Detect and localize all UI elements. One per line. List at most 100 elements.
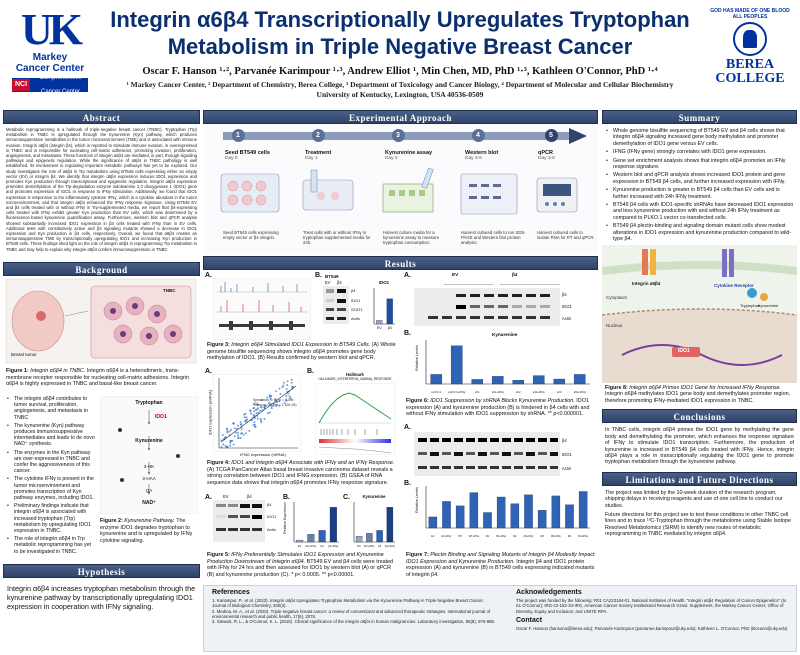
scatter-point: [290, 378, 293, 381]
chart-bar: [565, 504, 574, 529]
nci-badge: NCI Comprehensive Cancer Center: [12, 75, 88, 95]
fig8-label-cytoplasm: Cytoplasm: [606, 294, 628, 300]
step-1-description: Seed BT549 cells expressing empty vector…: [223, 230, 279, 241]
chart-tick-label: β4: [321, 544, 324, 548]
chart-bar: [386, 298, 393, 325]
fig4b-title: Hallmark: [346, 372, 364, 377]
scatter-point: [220, 446, 223, 448]
scatter-point: [237, 434, 240, 437]
berea-seal-icon: [733, 22, 767, 56]
fig3b-band-b4: β4: [351, 288, 356, 293]
scatter-point: [291, 385, 293, 388]
pathway-node-qa: QA: [145, 488, 153, 493]
figure-1-caption-num: Figure 1:: [6, 368, 29, 374]
scatter-point: [272, 404, 275, 407]
fig4a-xlabel: IFNG expression (mRNA): [240, 452, 286, 457]
limitations-heading: Limitations and Future Directions: [602, 471, 797, 486]
fig3b-band-actin: Actin: [351, 316, 360, 321]
fig5b-tag: B.: [283, 494, 290, 501]
fig8-label-ido1: IDO1: [678, 347, 690, 354]
chart-tick-label: M3+IFNγ: [551, 535, 562, 538]
step-title: Kynurenine assay: [385, 150, 433, 156]
summary-bullet: IFNG (IFNγ gene) strongly correlates wit…: [605, 149, 794, 156]
scatter-point: [231, 439, 234, 442]
chart-bar: [307, 534, 315, 543]
chart-bar: [428, 516, 438, 529]
summary-bullet: Kynurenine production is greater in BT54…: [605, 187, 794, 200]
figure-3-caption-text: (A) Whole genome bisulfite sequencing sh…: [207, 342, 396, 362]
figure-6-caption-text: IDO1 expression (A) and kynurenine produ…: [406, 398, 590, 418]
fig4a-stats-spearman: Spearman: 0.79 (p = 8.09e-37): [253, 398, 295, 406]
figure-3-caption-title: Integrin α6β4 Stimulated IDO1 Expression…: [231, 342, 371, 348]
results-right: A. EV β4 β4 IDO1 Actin B. Kynurenine Rel…: [402, 272, 598, 582]
chart-tick-label: β4: [378, 544, 381, 548]
fig3b-band-ido1: IDO1: [351, 298, 361, 303]
scatter-point: [245, 416, 248, 419]
fig5c-bar-chart: EV EV+IFNγ β4 β4+IFNγ: [353, 502, 396, 548]
step-3-text: Kynurenine assay Day 2: [385, 148, 455, 161]
figure-1-caption: Figure 1: Integrin α6β4 in TNBC. Integri…: [3, 368, 200, 394]
figure-3-caption-num: Figure 3:: [207, 342, 230, 348]
scatter-point: [226, 428, 229, 431]
chart-tick-label: WT: [458, 535, 462, 538]
scatter-point: [278, 400, 281, 403]
scatter-point: [237, 432, 239, 434]
step-number: 2: [311, 129, 325, 142]
scatter-point: [260, 421, 263, 424]
scatter-point: [286, 380, 289, 383]
summary-bullet: BT549 β4 plectin-binding and signaling d…: [605, 223, 794, 242]
scatter-point: [278, 404, 281, 407]
fig3b-cell-label: BT549: [325, 274, 339, 279]
figure-8-caption: Figure 8: Integrin α6β4 Primes IDO1 Gene…: [602, 383, 797, 407]
scatter-point: [234, 431, 237, 434]
fig4a-tag: A.: [205, 368, 212, 375]
fig5a-band-actin: Actin: [267, 527, 276, 532]
chart-tick-label: EV+IFNγ: [442, 535, 452, 538]
qpcr-icon: [536, 177, 578, 213]
chart-tick-label: M4: [568, 535, 572, 538]
step-3-description: Harvest culture media for a kynurenine a…: [383, 230, 440, 246]
step-title: qPCR: [538, 150, 553, 156]
scatter-point: [253, 423, 256, 426]
scatter-point: [257, 411, 260, 414]
step-4-text: Western blot Day 3-6: [465, 148, 535, 161]
chart-bar: [553, 378, 566, 385]
chart-bar: [329, 507, 337, 543]
chart-bar: [510, 503, 520, 529]
western-blot-icon: [460, 173, 518, 215]
scatter-point: [244, 419, 247, 422]
nci-badge-label: NCI: [12, 79, 31, 91]
chart-bar: [524, 494, 533, 529]
scatter-point: [266, 396, 269, 399]
chart-tick-label: β4+IFNγ: [328, 544, 339, 548]
figure-7-caption-num: Figure 7:: [406, 552, 429, 558]
chart-tick-label: EV: [377, 326, 382, 330]
scatter-point: [268, 401, 271, 404]
fig6b-ylabel: Relative Levels: [415, 345, 419, 371]
abstract-heading: Abstract: [3, 110, 200, 124]
pathway-diagram: [99, 395, 199, 515]
fig4a-scatter-plot: [213, 374, 301, 452]
figure-4-caption: Figure 4: IDO1 and Integrin α6β4 Associa…: [207, 460, 397, 486]
figure-2-caption-num: Figure 2:: [100, 518, 123, 524]
step-2-description: Treat cells with or without IFNγ in tryp…: [303, 230, 371, 246]
background-bullets: The integrin α6β4 contributes to tumor s…: [6, 396, 96, 557]
chart-tick-label: EV+IFNγ: [306, 544, 317, 548]
fig3b-tag: B.: [315, 272, 322, 279]
figure-5-caption-text: BT549 EV and β4 cells were treated with …: [207, 558, 394, 578]
fig5a-band-ido1: IDO1: [267, 514, 277, 519]
scatter-point: [242, 433, 245, 436]
fig8-label-kyn: Kynurenine: [758, 302, 779, 308]
fig5a-western-blot: [213, 500, 265, 542]
step-title: Seed BT549 cells: [225, 150, 270, 156]
cell-plate-icon: [220, 173, 280, 213]
step-day: Day 3-6: [465, 156, 482, 161]
chart-tick-label: β4+IFNγ: [385, 544, 396, 548]
step-title: Western blot: [465, 150, 499, 156]
poster-header: UK Markey Cancer Center NCI Comprehensiv…: [0, 0, 800, 108]
step-day: Day 2: [385, 156, 398, 161]
fig8-label-trp: Tryptophan: [740, 302, 761, 308]
scatter-point: [286, 384, 289, 386]
scatter-point: [267, 412, 269, 415]
chart-tick-label: pLKO.1: [432, 390, 442, 394]
